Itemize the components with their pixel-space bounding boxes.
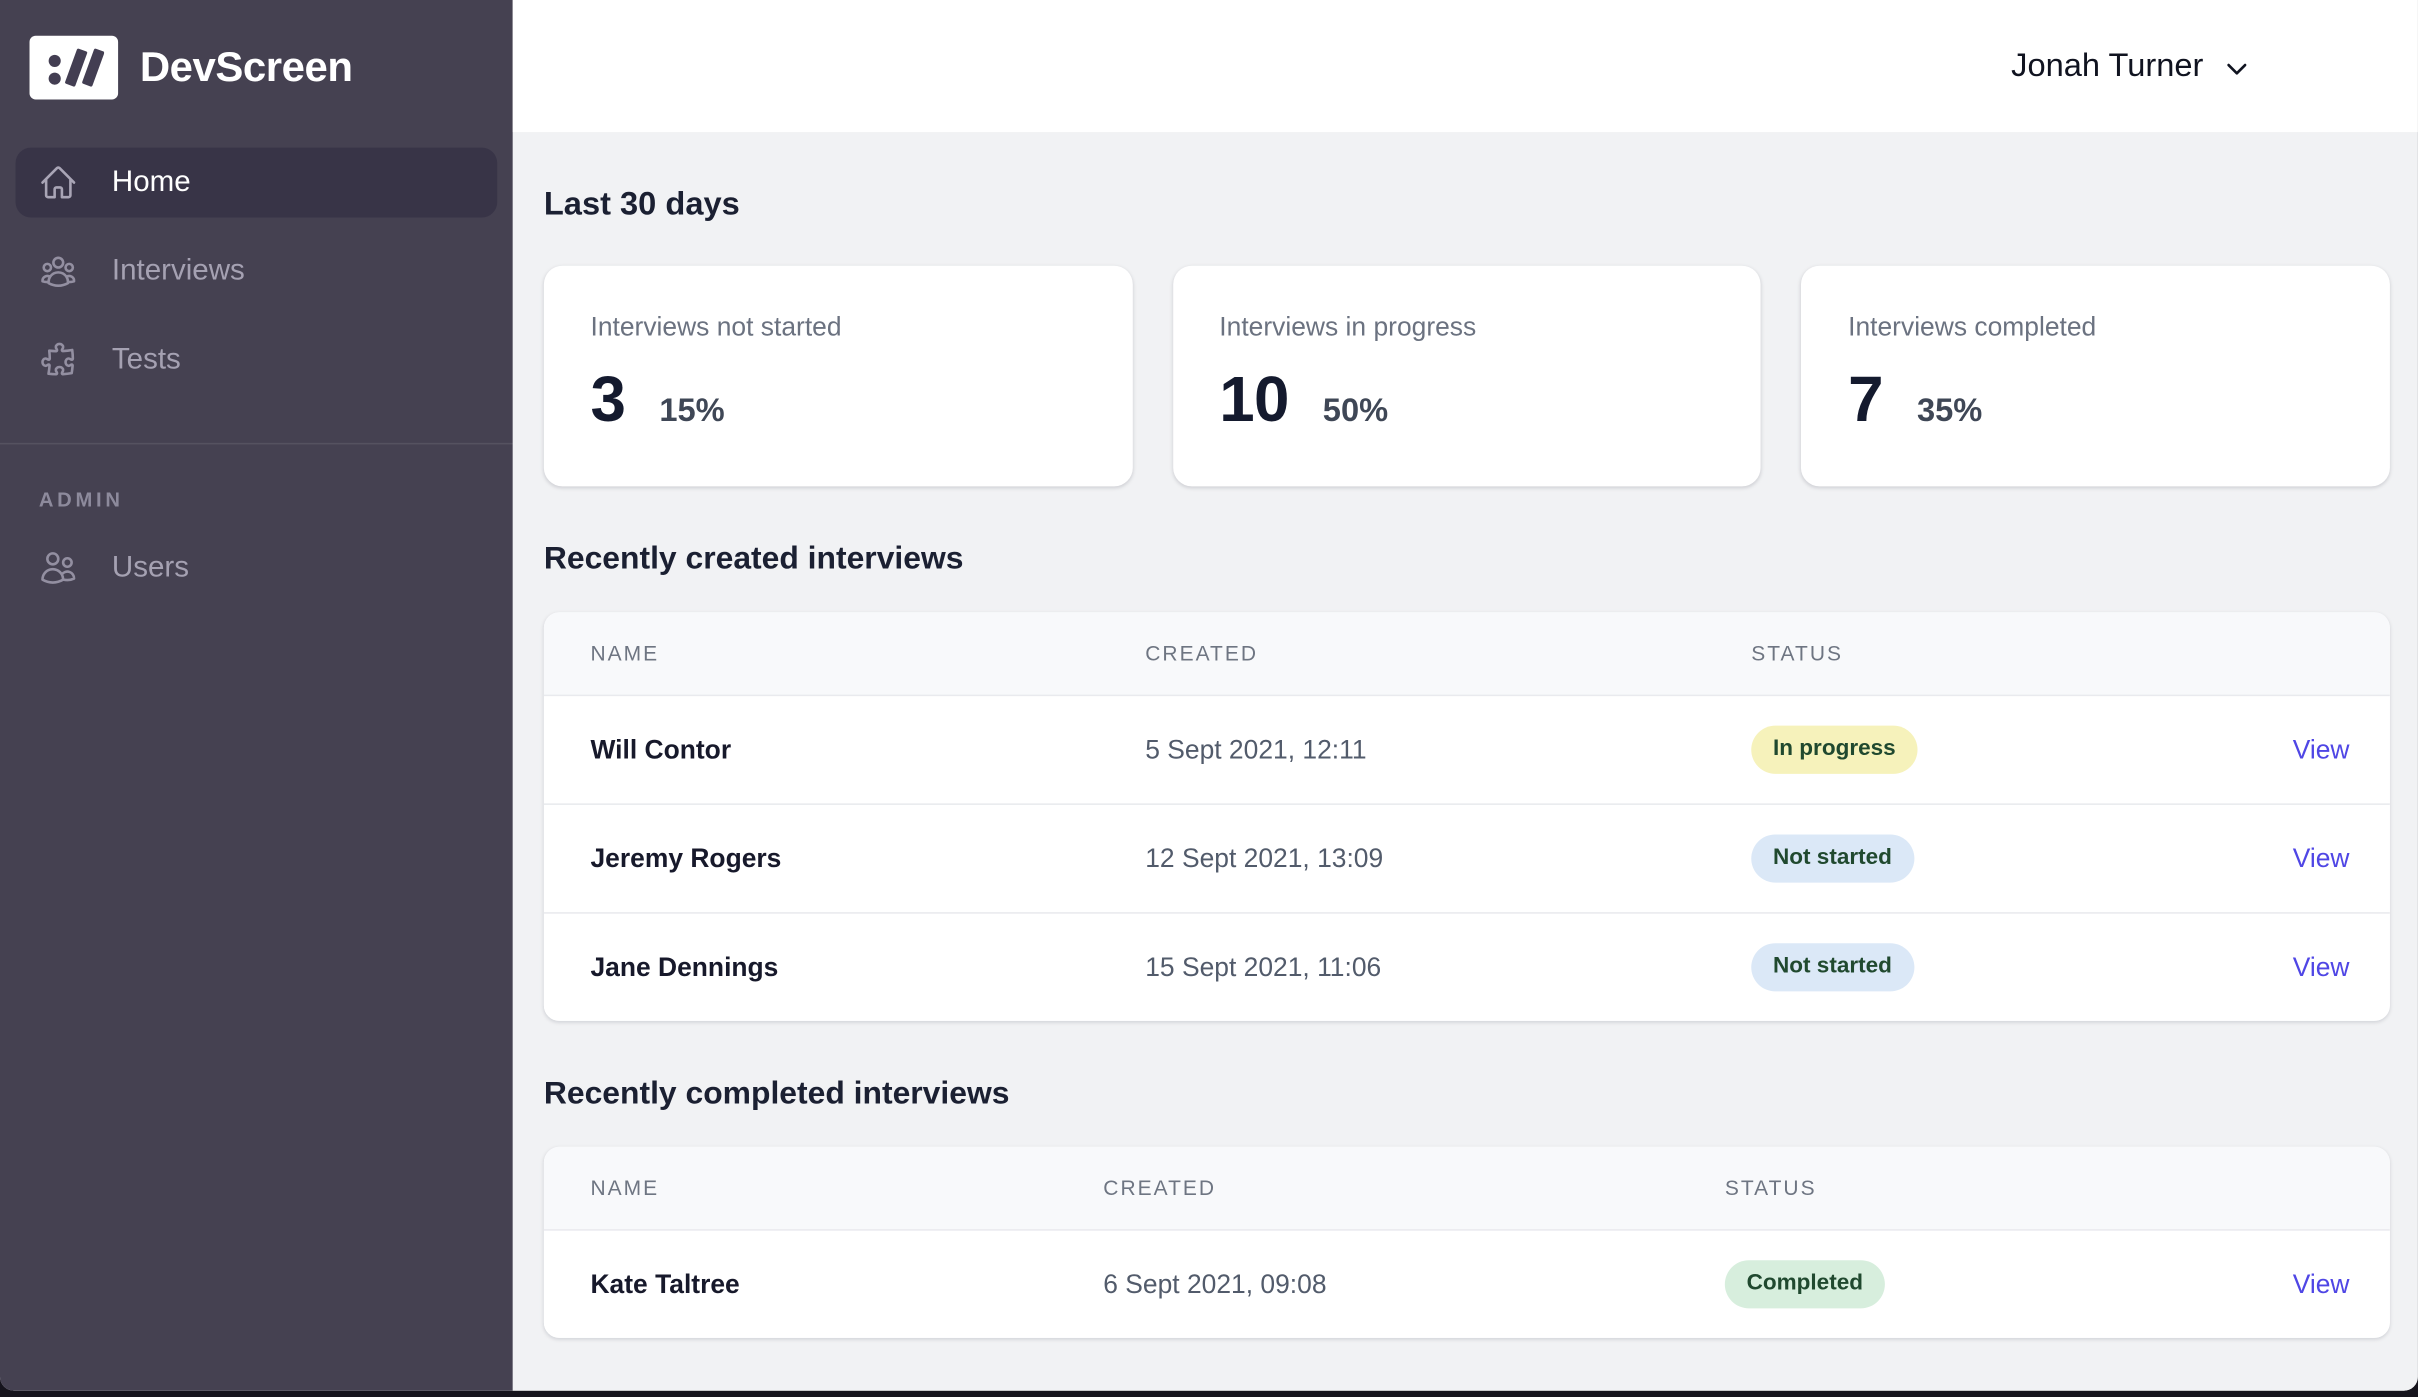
table-row: Jane Dennings 15 Sept 2021, 11:06 Not st… (543, 912, 2390, 1021)
top-header: Jonah Turner (512, 0, 2418, 133)
cell-name: Will Contor (590, 734, 732, 764)
cell-created: 6 Sept 2021, 09:08 (1103, 1268, 1327, 1299)
recently-completed-table: NAME CREATED STATUS Kate Taltree 6 Sept … (543, 1146, 2390, 1338)
stat-value: 3 (590, 363, 626, 436)
cell-created: 12 Sept 2021, 13:09 (1145, 842, 1384, 873)
cell-created: 15 Sept 2021, 11:06 (1145, 951, 1382, 982)
sidebar-item-label: Interviews (111, 254, 245, 287)
puzzle-icon (39, 340, 78, 379)
column-header-name: NAME (590, 1176, 660, 1200)
sidebar-item-home[interactable]: Home (15, 147, 498, 218)
status-badge: In progress (1751, 725, 1918, 774)
sidebar: DevScreen Home Interviews (0, 0, 513, 1391)
section-title-recently-completed: Recently completed interviews (543, 1075, 1010, 1112)
status-badge: Completed (1724, 1260, 1885, 1309)
stat-value: 7 (1848, 363, 1883, 436)
sidebar-item-interviews[interactable]: Interviews (16, 236, 498, 306)
stat-label: Interviews completed (1848, 312, 2097, 342)
status-badge: Not started (1751, 943, 1914, 992)
column-header-name: NAME (590, 641, 660, 666)
chevron-down-icon (2224, 51, 2250, 82)
user-name: Jonah Turner (2011, 47, 2204, 84)
column-header-status: STATUS (1724, 1176, 1817, 1200)
column-header-created: CREATED (1145, 641, 1259, 666)
sidebar-divider (0, 442, 513, 445)
sidebar-item-tests[interactable]: Tests (16, 325, 498, 395)
view-link[interactable]: View (2292, 842, 2350, 873)
sidebar-item-label: Users (111, 550, 189, 584)
column-header-created: CREATED (1103, 1176, 1217, 1200)
home-icon (39, 163, 78, 202)
sidebar-item-users[interactable]: Users (16, 533, 498, 603)
table-row: Kate Taltree 6 Sept 2021, 09:08 Complete… (543, 1229, 2390, 1338)
cell-name: Kate Taltree (590, 1268, 740, 1299)
table-row: Will Contor 5 Sept 2021, 12:11 In progre… (543, 694, 2390, 804)
table-header-row: NAME CREATED STATUS (543, 612, 2390, 695)
stat-label: Interviews not started (590, 312, 842, 342)
status-badge: Not started (1751, 834, 1914, 883)
stat-card-completed: Interviews completed 7 35% (1801, 265, 2390, 487)
view-link[interactable]: View (2292, 734, 2350, 764)
brand-logo: DevScreen (0, 0, 513, 100)
recently-created-table: NAME CREATED STATUS Will Contor 5 Sept 2… (543, 612, 2390, 1021)
cell-name: Jane Dennings (590, 951, 779, 982)
table-row: Jeremy Rogers 12 Sept 2021, 13:09 Not st… (543, 803, 2390, 913)
stat-label: Interviews in progress (1219, 312, 1477, 342)
section-title-recently-created: Recently created interviews (543, 540, 964, 577)
admin-section-label: ADMIN (38, 487, 124, 512)
table-header-row: NAME CREATED STATUS (543, 1146, 2390, 1230)
stat-percent: 35% (1916, 393, 1983, 429)
sidebar-item-label: Tests (111, 342, 181, 376)
stat-cards: Interviews not started 3 15% Interviews … (543, 265, 2390, 487)
stat-card-not-started: Interviews not started 3 15% (543, 265, 1133, 487)
period-title: Last 30 days (543, 186, 740, 223)
users-icon (39, 549, 78, 588)
cell-name: Jeremy Rogers (590, 842, 782, 873)
stat-card-in-progress: Interviews in progress 10 50% (1172, 265, 1762, 487)
view-link[interactable]: View (2292, 1268, 2350, 1299)
sidebar-admin-nav: Users (0, 533, 513, 622)
column-header-status: STATUS (1751, 641, 1844, 666)
main-area: Jonah Turner Last 30 days Interviews not… (512, 0, 2418, 1391)
cell-created: 5 Sept 2021, 12:11 (1145, 734, 1367, 764)
stat-percent: 15% (659, 393, 725, 429)
view-link[interactable]: View (2292, 951, 2350, 982)
stat-value: 10 (1219, 363, 1289, 436)
sidebar-nav: Home Interviews Tests (0, 147, 513, 414)
stat-percent: 50% (1322, 393, 1389, 429)
sidebar-item-label: Home (111, 165, 191, 199)
brand-name: DevScreen (139, 43, 353, 91)
user-menu[interactable]: Jonah Turner (2011, 47, 2250, 84)
dashboard-content: Last 30 days Interviews not started 3 15… (513, 132, 2418, 1338)
devscreen-logo-icon (29, 35, 119, 100)
user-group-icon (39, 252, 78, 291)
